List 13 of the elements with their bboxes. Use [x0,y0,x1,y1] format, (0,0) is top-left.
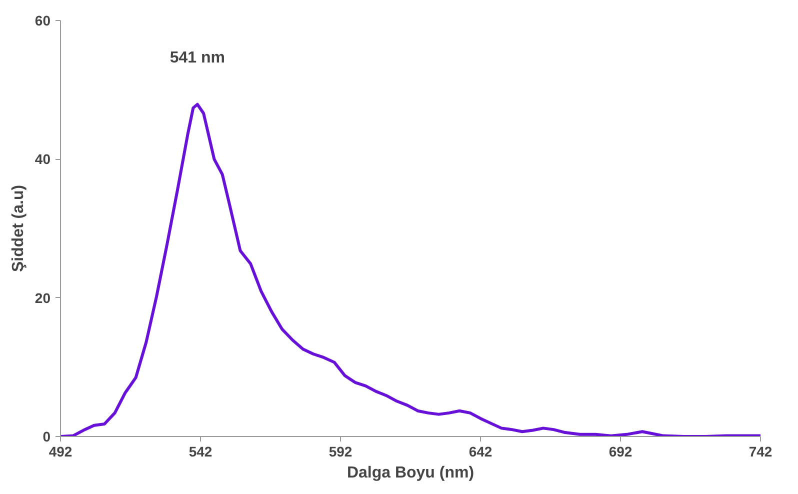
y-tick-label: 20 [34,290,51,306]
y-tick-label: 60 [34,12,51,28]
x-tick-label: 592 [328,444,352,460]
x-tick-label: 742 [748,444,772,460]
y-tick-label: 40 [34,151,51,168]
x-tick-label: 542 [188,444,212,460]
y-axis-title: Şiddet (a.u) [10,184,27,272]
x-tick-label: 642 [468,444,492,460]
x-axis-title: Dalga Boyu (nm) [346,464,474,482]
y-tick-label: 0 [42,428,51,444]
x-tick-label: 692 [608,444,632,460]
x-tick-label: 492 [48,444,72,460]
annotation: 541 nm [170,49,225,66]
